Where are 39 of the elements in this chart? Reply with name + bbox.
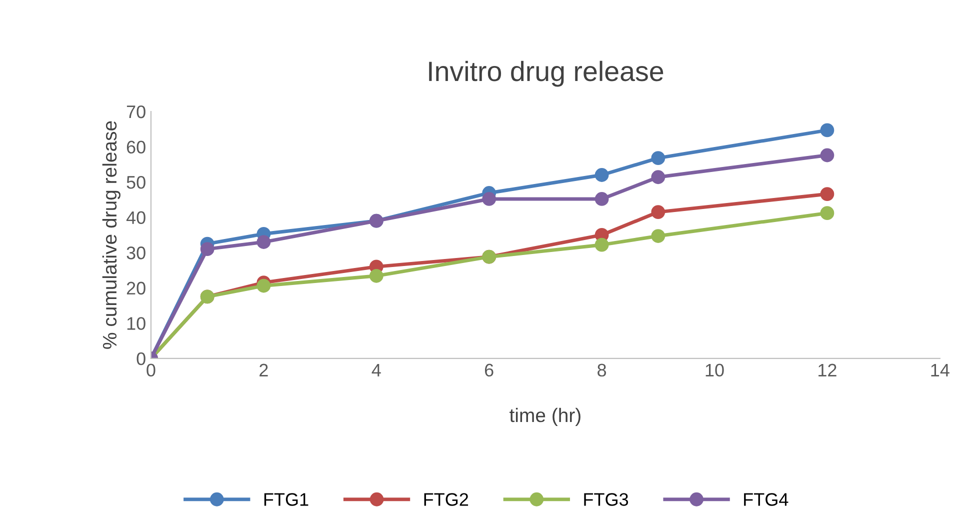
chart-title: Invitro drug release: [429, 60, 664, 87]
point: [820, 148, 834, 162]
y-tick-label: 70: [126, 105, 146, 118]
point: [651, 229, 666, 243]
point: [256, 278, 271, 293]
x-tick-label: 0: [146, 364, 156, 377]
point: [820, 206, 834, 220]
point: [256, 235, 271, 249]
point: [594, 168, 609, 182]
point: [820, 123, 834, 138]
point: [369, 268, 384, 283]
y-tick-label: 0: [136, 352, 146, 366]
x-tick-label: 4: [372, 364, 381, 376]
y-tick-label: 20: [126, 282, 146, 295]
y-axis-title: % cumulative drug release: [102, 121, 120, 349]
point: [594, 192, 609, 206]
point: [651, 170, 666, 184]
x-axis-title: time (hr): [510, 408, 580, 426]
point: [200, 242, 214, 256]
x-tick-label: 6: [484, 364, 494, 377]
x-tick-label: 10: [706, 364, 724, 377]
point: [482, 192, 496, 206]
x-tick-label: 14: [931, 364, 950, 376]
y-tick-label: 10: [127, 317, 146, 330]
y-tick-label: 50: [126, 176, 146, 189]
x-tick-label: 2: [260, 364, 268, 376]
legend-label: FTG3: [584, 493, 628, 506]
legend-label: FTG2: [424, 493, 468, 506]
point: [594, 238, 609, 252]
legend-label: FTG4: [744, 493, 788, 506]
y-tick-label: 40: [126, 211, 146, 224]
point: [651, 205, 666, 219]
y-tick-label: 30: [126, 246, 146, 260]
x-tick-label: 8: [598, 364, 606, 377]
legend-label: FTG1: [264, 493, 308, 506]
point: [651, 151, 666, 166]
x-tick-label: 12: [818, 364, 836, 376]
y-tick-label: 60: [126, 140, 146, 154]
point: [820, 187, 834, 201]
